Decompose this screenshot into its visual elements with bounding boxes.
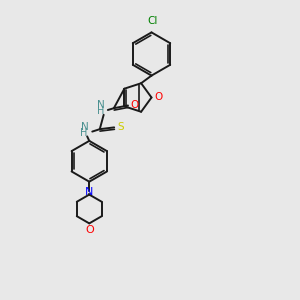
- Text: O: O: [85, 225, 94, 235]
- Text: Cl: Cl: [148, 16, 158, 26]
- Text: H: H: [80, 128, 88, 138]
- Text: O: O: [154, 92, 163, 103]
- Text: N: N: [85, 187, 94, 197]
- Text: S: S: [117, 122, 124, 132]
- Text: O: O: [130, 100, 139, 110]
- Text: N: N: [81, 122, 88, 132]
- Text: H: H: [97, 106, 104, 116]
- Text: N: N: [97, 100, 105, 110]
